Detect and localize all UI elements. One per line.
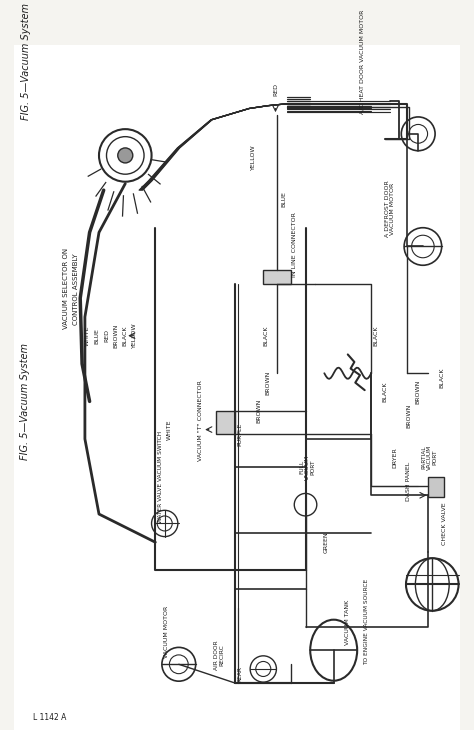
Text: WATER VALVE VACUUM SWITCH: WATER VALVE VACUUM SWITCH (157, 431, 163, 523)
Text: DRYER: DRYER (392, 447, 397, 468)
Text: GREEN: GREEN (324, 531, 328, 553)
Text: BLACK: BLACK (264, 326, 269, 346)
Text: VACUUM TANK: VACUUM TANK (345, 599, 350, 645)
Text: WHITE: WHITE (85, 326, 90, 346)
Text: RED: RED (273, 83, 278, 96)
Text: BLACK: BLACK (374, 326, 378, 346)
Text: BLUE: BLUE (95, 328, 100, 344)
Text: CONTROL ASSEMBLY: CONTROL ASSEMBLY (73, 253, 79, 325)
Text: VACUUM MOTOR: VACUUM MOTOR (164, 605, 169, 658)
Text: DASH PANEL: DASH PANEL (406, 461, 411, 501)
Text: YELLOW: YELLOW (251, 145, 256, 170)
Text: A DEFROST DOOR
VACUUM MOTOR: A DEFROST DOOR VACUUM MOTOR (384, 180, 395, 237)
Text: A/C HEAT DOOR VACUUM MOTOR: A/C HEAT DOOR VACUUM MOTOR (359, 9, 365, 114)
Text: BROWN: BROWN (256, 399, 261, 423)
Text: BROWN: BROWN (416, 380, 421, 404)
Text: BLACK: BLACK (383, 382, 388, 402)
Text: FIG. 5—Vacuum System: FIG. 5—Vacuum System (20, 343, 30, 460)
Text: BROWN: BROWN (265, 370, 271, 395)
Text: BLUE: BLUE (282, 191, 286, 207)
Bar (428, 477, 445, 497)
Text: YELLOW: YELLOW (132, 323, 137, 348)
Text: BLACK: BLACK (439, 368, 444, 388)
Text: L 1142 A: L 1142 A (33, 713, 67, 722)
Text: FULL
VACUUM
PORT: FULL VACUUM PORT (299, 455, 316, 480)
Text: BROWN: BROWN (406, 403, 411, 428)
Text: REAR: REAR (237, 666, 242, 682)
Text: BROWN: BROWN (113, 323, 118, 348)
Text: VACUUM SELECTOR ON: VACUUM SELECTOR ON (63, 248, 69, 329)
Text: IN LINE CONNECTOR: IN LINE CONNECTOR (292, 212, 297, 277)
Bar (263, 270, 292, 284)
Text: PARTIAL
VACUUM
PORT: PARTIAL VACUUM PORT (421, 445, 438, 470)
Text: WHITE: WHITE (167, 419, 172, 439)
Text: AIR DOOR
RECIRC: AIR DOOR RECIRC (214, 640, 225, 669)
Text: CHECK VALVE: CHECK VALVE (442, 502, 447, 545)
Bar (216, 411, 235, 434)
Text: TO ENGINE VACUUM SOURCE: TO ENGINE VACUUM SOURCE (364, 579, 369, 665)
Text: PURPLE: PURPLE (237, 423, 242, 446)
Text: RED: RED (104, 329, 109, 342)
Text: BLACK: BLACK (123, 326, 128, 346)
Circle shape (118, 148, 133, 163)
Text: FIG. 5—Vacuum System: FIG. 5—Vacuum System (21, 3, 31, 120)
Text: VACUUM "T" CONNECTOR: VACUUM "T" CONNECTOR (198, 380, 203, 461)
